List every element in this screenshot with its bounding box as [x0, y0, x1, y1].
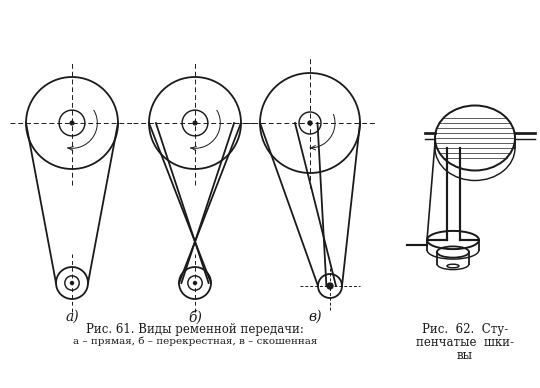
Text: а): а) — [65, 310, 79, 324]
Text: а – прямая, б – перекрестная, в – скошенная: а – прямая, б – перекрестная, в – скошен… — [73, 336, 317, 345]
Circle shape — [193, 282, 197, 284]
Circle shape — [193, 121, 197, 125]
Text: Рис. 61. Виды ременной передачи:: Рис. 61. Виды ременной передачи: — [86, 323, 304, 336]
Circle shape — [308, 121, 312, 125]
Circle shape — [70, 121, 74, 125]
Circle shape — [71, 282, 73, 284]
Text: вы: вы — [457, 349, 473, 362]
Text: б): б) — [188, 310, 202, 324]
Text: Рис.  62.  Сту-: Рис. 62. Сту- — [422, 323, 508, 336]
Text: в): в) — [308, 310, 322, 324]
Text: пенчатые  шки-: пенчатые шки- — [416, 336, 514, 349]
Circle shape — [327, 283, 333, 289]
